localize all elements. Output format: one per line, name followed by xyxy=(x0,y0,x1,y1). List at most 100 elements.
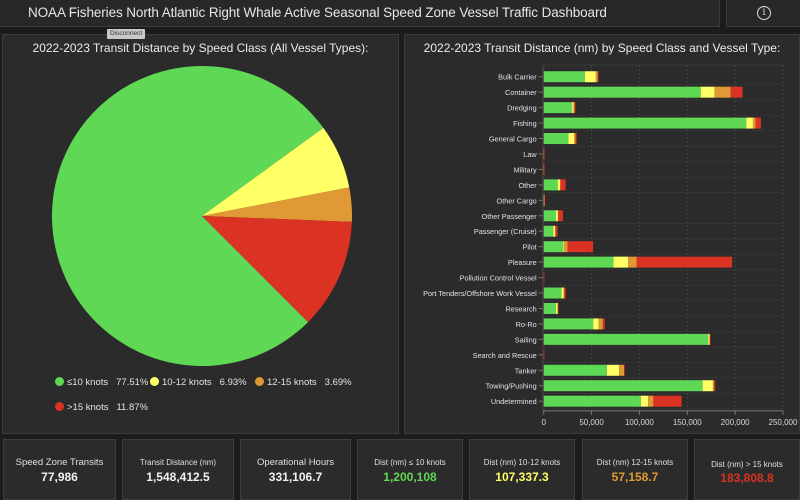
bar-segment-gt15[interactable] xyxy=(560,179,566,191)
y-category-label: Port Tenders/Offshore Work Vessel xyxy=(423,289,537,298)
bar-segment-12-15[interactable] xyxy=(752,117,756,129)
bar-segment-12-15[interactable] xyxy=(619,364,625,376)
bar-segment-gt15[interactable] xyxy=(624,364,625,376)
bar-segment-le10[interactable] xyxy=(543,102,573,114)
legend-item-10-12[interactable]: 10-12 knots 6.93% xyxy=(150,377,247,388)
bar-segment-12-15[interactable] xyxy=(712,380,714,392)
bar-segment-le10[interactable] xyxy=(543,380,703,392)
kpi-dist-gt15-card: Dist (nm) > 15 knots 183,808.8 xyxy=(694,439,800,500)
y-category-label: Military xyxy=(514,165,537,174)
bar-segment-10-12[interactable] xyxy=(613,256,629,268)
bar-segment-12-15[interactable] xyxy=(648,395,654,407)
bar-segment-le10[interactable] xyxy=(543,395,641,407)
bar-segment-12-15[interactable] xyxy=(563,287,565,299)
legend-item-12-15[interactable]: 12-15 knots 3.69% xyxy=(255,377,352,388)
bar-segment-10-12[interactable] xyxy=(584,71,596,83)
y-category-label: Towing/Pushing xyxy=(486,382,537,391)
bar-segment-le10[interactable] xyxy=(543,318,594,330)
y-category-label: Sailing xyxy=(515,335,537,344)
bar-segment-10-12[interactable] xyxy=(572,102,574,114)
bar-segment-10-12[interactable] xyxy=(593,318,599,330)
bar-segment-gt15[interactable] xyxy=(557,302,559,314)
bar-segment-gt15[interactable] xyxy=(730,86,743,98)
pie-slice-gt15[interactable] xyxy=(202,216,352,323)
bar-segment-le10[interactable] xyxy=(543,302,556,314)
bar-segment-10-12[interactable] xyxy=(563,241,564,253)
legend-value: 77.51% xyxy=(116,377,149,388)
y-category-label: Other xyxy=(518,181,537,190)
bar-segment-10-12[interactable] xyxy=(708,333,710,345)
bar-segment-gt15[interactable] xyxy=(555,225,558,237)
bar-segment-gt15[interactable] xyxy=(574,102,576,114)
legend-item-gt15[interactable]: >15 knots 11.87% xyxy=(55,402,148,413)
pie-slice-le10[interactable] xyxy=(52,65,324,366)
legend-label: 12-15 knots xyxy=(267,377,317,388)
info-icon[interactable]: i xyxy=(757,6,771,20)
bar-segment-gt15[interactable] xyxy=(567,241,594,253)
bar-segment-gt15[interactable] xyxy=(755,117,761,129)
bar-segment-10-12[interactable] xyxy=(568,133,575,145)
bar-segment-10-12[interactable] xyxy=(746,117,753,129)
bar-segment-le10[interactable] xyxy=(543,133,569,145)
bar-chart-title: 2022-2023 Transit Distance (nm) by Speed… xyxy=(423,41,781,55)
bar-segment-le10[interactable] xyxy=(543,210,556,222)
bar-segment-10-12[interactable] xyxy=(606,364,620,376)
bar-segment-gt15[interactable] xyxy=(653,395,682,407)
bar-segment-10-12[interactable] xyxy=(700,86,715,98)
y-category-label: Pleasure xyxy=(508,258,537,267)
bar-segment-gt15[interactable] xyxy=(543,148,545,160)
legend-value: 6.93% xyxy=(219,377,247,388)
bar-segment-le10[interactable] xyxy=(543,256,614,268)
bar-segment-gt15[interactable] xyxy=(543,163,545,175)
bar-segment-10-12[interactable] xyxy=(555,302,558,314)
bar-segment-le10[interactable] xyxy=(543,364,607,376)
pie-slice-12-15[interactable] xyxy=(202,187,352,222)
bar-segment-gt15[interactable] xyxy=(543,349,545,361)
bar-segment-gt15[interactable] xyxy=(544,194,545,206)
bar-segment-gt15[interactable] xyxy=(636,256,733,268)
bar-segment-le10[interactable] xyxy=(543,287,562,299)
bar-segment-10-12[interactable] xyxy=(557,179,560,191)
bar-segment-gt15[interactable] xyxy=(564,287,566,299)
bar-segment-gt15[interactable] xyxy=(543,272,545,284)
bar-segment-le10[interactable] xyxy=(543,333,709,345)
bar-segment-12-15[interactable] xyxy=(573,102,575,114)
kpi-value: 1,200,108 xyxy=(383,470,437,484)
bar-segment-gt15[interactable] xyxy=(558,210,563,222)
bar-segment-10-12[interactable] xyxy=(702,380,713,392)
legend-item-le10[interactable]: ≤10 knots 77.51% xyxy=(55,377,148,388)
legend-dot-10-12 xyxy=(150,377,159,386)
bar-segment-12-15[interactable] xyxy=(574,133,576,145)
bar-segment-10-12[interactable] xyxy=(640,395,649,407)
bar-segment-gt15[interactable] xyxy=(597,71,599,83)
bar-segment-12-15[interactable] xyxy=(598,318,603,330)
bar-segment-12-15[interactable] xyxy=(563,241,568,253)
bar-segment-12-15[interactable] xyxy=(554,225,556,237)
bar-segment-10-12[interactable] xyxy=(561,287,564,299)
bar-segment-le10[interactable] xyxy=(543,71,585,83)
y-category-label: Bulk Carrier xyxy=(498,73,537,82)
kpi-speed-zone-transits-card: Speed Zone Transits 77,986 xyxy=(3,439,116,500)
info-panel: i xyxy=(726,0,800,27)
bar-segment-12-15[interactable] xyxy=(557,210,559,222)
bar-segment-12-15[interactable] xyxy=(595,71,598,83)
bar-segment-10-12[interactable] xyxy=(555,210,558,222)
bar-segment-10-12[interactable] xyxy=(553,225,555,237)
bar-segment-12-15[interactable] xyxy=(559,179,561,191)
stacked-bar-chart: 0 50,000 100,000 150,000 200,000 250,000 Bulk … xyxy=(423,64,798,427)
bar-segment-gt15[interactable] xyxy=(709,333,711,345)
bar-segment-12-15[interactable] xyxy=(543,194,545,206)
bar-segment-12-15[interactable] xyxy=(628,256,637,268)
y-category-label: Research xyxy=(505,304,536,313)
bar-segment-le10[interactable] xyxy=(543,241,564,253)
legend-dot-le10 xyxy=(55,377,64,386)
bar-segment-gt15[interactable] xyxy=(602,318,605,330)
pie-slice-10-12[interactable] xyxy=(202,127,350,216)
bar-segment-le10[interactable] xyxy=(543,225,554,237)
bar-segment-le10[interactable] xyxy=(543,86,701,98)
bar-segment-le10[interactable] xyxy=(543,179,558,191)
bar-segment-le10[interactable] xyxy=(543,117,747,129)
bar-segment-gt15[interactable] xyxy=(575,133,577,145)
bar-segment-12-15[interactable] xyxy=(714,86,731,98)
bar-segment-gt15[interactable] xyxy=(713,380,716,392)
